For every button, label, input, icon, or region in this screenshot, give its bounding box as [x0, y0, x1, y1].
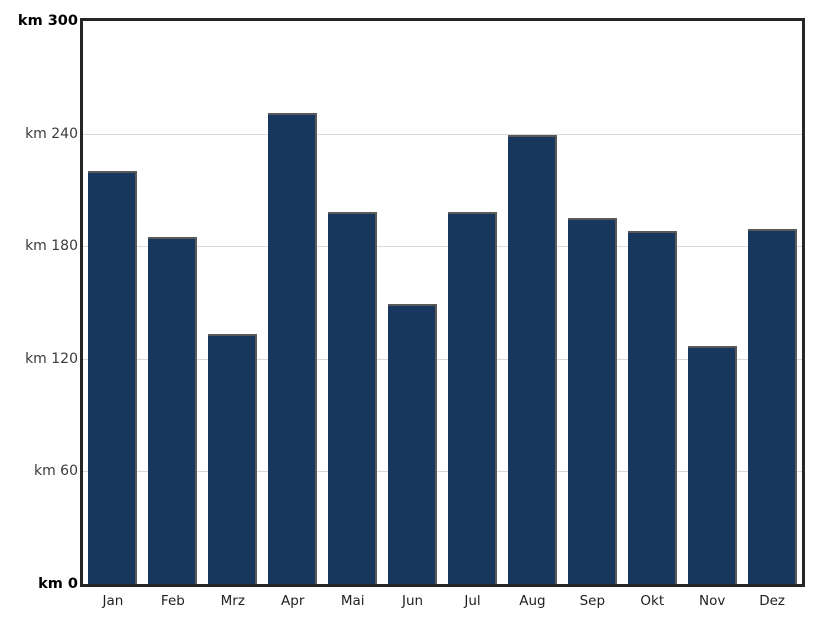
- bar-slot-Jun: [383, 21, 443, 584]
- y-tick-label-300: km 300: [17, 13, 78, 29]
- bar-Jun: [388, 304, 438, 584]
- bar-Mrz: [208, 334, 258, 584]
- y-tick-label-60: km 60: [33, 463, 78, 480]
- plot-inner: [83, 21, 802, 584]
- x-tick-label-Sep: Sep: [579, 593, 606, 609]
- x-tick-label-Aug: Aug: [519, 593, 546, 609]
- bar-slot-Feb: [143, 21, 203, 584]
- x-tick-label-Jun: Jun: [402, 593, 424, 609]
- x-tick-label-Mai: Mai: [340, 593, 365, 609]
- bar-slot-Aug: [502, 21, 562, 584]
- y-axis: km 300 km 240 km 180 km 120 km 60 km 0: [0, 0, 78, 619]
- bar-Okt: [627, 231, 677, 584]
- bar-Dez: [747, 229, 797, 584]
- x-tick-label-Jul: Jul: [464, 593, 481, 609]
- bar-Mai: [328, 212, 378, 584]
- x-tick-label-Apr: Apr: [281, 593, 305, 609]
- plot-area: [80, 18, 805, 587]
- gridline-km-180: [83, 246, 802, 248]
- bar-Nov: [687, 345, 737, 584]
- y-tick-label-180: km 180: [25, 238, 78, 255]
- y-tick-label-0: km 0: [38, 576, 78, 592]
- bar-slot-Jan: [83, 21, 143, 584]
- bar-Feb: [148, 236, 198, 584]
- bar-slot-Mai: [323, 21, 383, 584]
- bar-Apr: [268, 112, 318, 584]
- bars: [83, 21, 802, 584]
- bar-Aug: [507, 135, 557, 584]
- bar-slot-Mrz: [203, 21, 263, 584]
- x-tick-label-Mrz: Mrz: [220, 593, 245, 609]
- x-tick-label-Jan: Jan: [102, 593, 124, 609]
- bar-slot-Apr: [263, 21, 323, 584]
- bar-Jul: [447, 212, 497, 584]
- bar-slot-Dez: [742, 21, 802, 584]
- y-tick-label-120: km 120: [25, 350, 78, 367]
- x-tick-label-Nov: Nov: [699, 593, 726, 609]
- gridline-km-120: [83, 358, 802, 360]
- bar-slot-Sep: [562, 21, 622, 584]
- bar-slot-Nov: [682, 21, 742, 584]
- bar-slot-Okt: [622, 21, 682, 584]
- gridline-km-240: [83, 133, 802, 135]
- x-axis: Jan Feb Mrz Apr Mai Jun Jul Aug Sep Okt Nov Dez: [83, 591, 802, 613]
- x-tick-label-Okt: Okt: [640, 593, 665, 609]
- bar-Jan: [88, 171, 138, 584]
- x-tick-label-Feb: Feb: [160, 593, 185, 609]
- x-tick-label-Dez: Dez: [759, 593, 785, 609]
- gridline-km-60: [83, 471, 802, 473]
- y-tick-label-240: km 240: [25, 125, 78, 142]
- bar-slot-Jul: [443, 21, 503, 584]
- bar-Sep: [567, 218, 617, 584]
